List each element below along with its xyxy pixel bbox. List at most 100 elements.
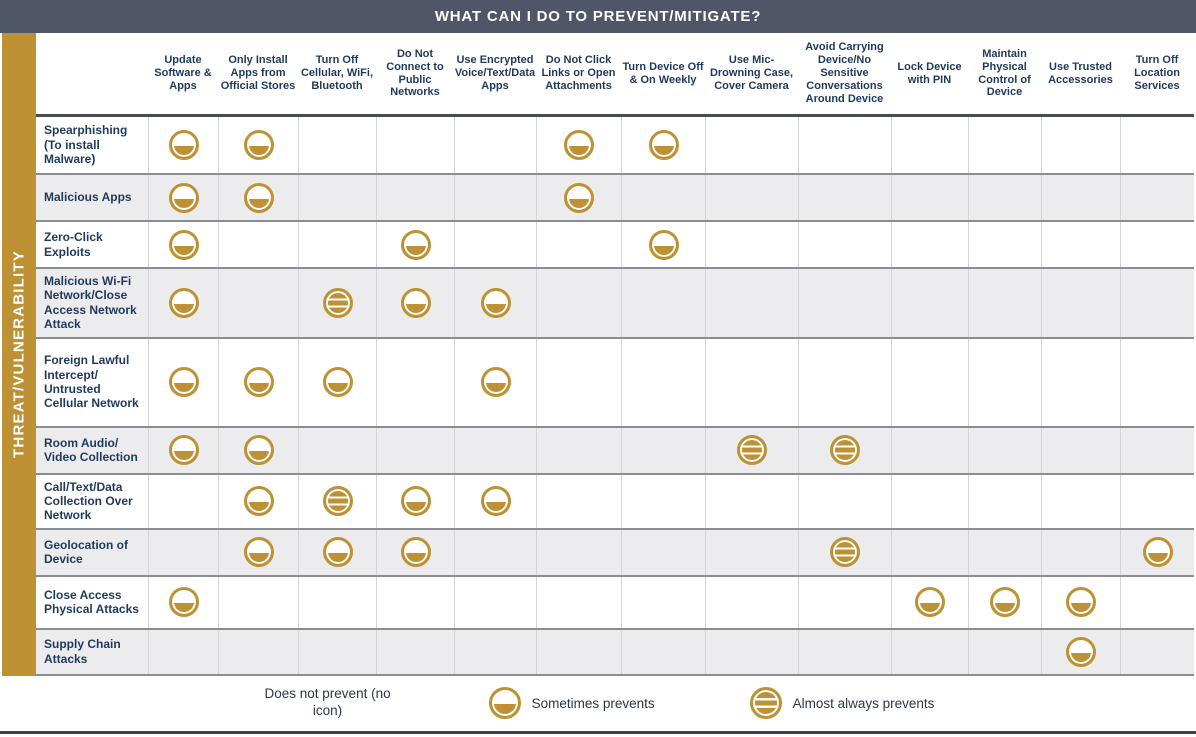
sometimes-prevents-icon [1142, 537, 1173, 568]
matrix-cell [148, 175, 218, 220]
matrix-cell [148, 117, 218, 173]
column-header: Only Install Apps from Official Stores [220, 54, 296, 92]
matrix-cell [298, 269, 376, 337]
sometimes-prevents-icon [168, 367, 199, 398]
matrix-cell [798, 338, 891, 426]
column-header: Lock Device with PIN [897, 60, 962, 86]
table-row: Supply Chain Attacks [36, 627, 1194, 674]
matrix-cell [798, 474, 891, 528]
sometimes-prevents-icon [168, 130, 199, 160]
matrix-cell [298, 629, 376, 674]
legend-item: Does not prevent (no icon) [262, 686, 394, 720]
matrix-cell [621, 117, 705, 173]
matrix-cell [536, 338, 621, 426]
matrix-cell [218, 222, 298, 267]
sometimes-prevents-icon [564, 182, 594, 213]
matrix-cell [968, 474, 1041, 528]
column-header: Turn Off Location Services [1134, 54, 1180, 92]
column-header: Avoid Carrying Device/No Sensitive Conve… [805, 41, 884, 105]
sometimes-prevents-icon [168, 229, 199, 260]
column-header: Update Software & Apps [154, 54, 212, 92]
matrix-cell [454, 269, 536, 337]
matrix-cell [968, 629, 1041, 674]
matrix-cell [621, 427, 705, 473]
matrix-cell [891, 269, 968, 337]
matrix-cell [298, 222, 376, 267]
sometimes-prevents-icon [243, 537, 274, 568]
matrix-cell [454, 474, 536, 528]
row-label: Call/Text/Data Collection Over Network [44, 479, 133, 523]
sometimes-prevents-icon [1066, 636, 1096, 667]
matrix-cell [891, 629, 968, 674]
almost-always-prevents-icon [830, 537, 860, 568]
row-label: Foreign Lawful Intercept/ Untrusted Cell… [44, 353, 139, 411]
matrix-cell [1041, 222, 1120, 267]
sometimes-prevents-icon [168, 587, 199, 618]
legend-label: Does not prevent (no icon) [264, 686, 391, 719]
matrix-cell [621, 576, 705, 628]
column-header: Do Not Click Links or Open Attachments [541, 54, 616, 92]
matrix-cell [891, 338, 968, 426]
matrix-cell [536, 269, 621, 337]
matrix-cell [891, 529, 968, 575]
column-header: Use Trusted Accessories [1048, 60, 1113, 86]
row-label: Spearphishing (To install Malware) [44, 123, 128, 167]
matrix-cell [218, 269, 298, 337]
matrix-cell [705, 529, 798, 575]
matrix-cell [298, 576, 376, 628]
matrix-cell [148, 427, 218, 473]
matrix-cell [1120, 474, 1194, 528]
matrix-cell [1041, 117, 1120, 173]
sometimes-prevents-icon [322, 367, 353, 398]
matrix-cell [891, 576, 968, 628]
matrix-cell [148, 269, 218, 337]
sometimes-prevents-icon [243, 486, 274, 517]
matrix-cell [705, 629, 798, 674]
table-row: Close Access Physical Attacks [36, 574, 1194, 628]
matrix-cell [298, 338, 376, 426]
matrix-cell [1041, 175, 1120, 220]
sometimes-prevents-icon [648, 229, 679, 260]
table-row: Spearphishing (To install Malware) [36, 117, 1194, 173]
sometimes-prevents-icon [488, 687, 521, 720]
sometimes-prevents-icon [480, 486, 511, 517]
matrix-cell [218, 474, 298, 528]
matrix-cell [536, 175, 621, 220]
matrix-cell [1120, 576, 1194, 628]
sometimes-prevents-icon [243, 435, 274, 466]
matrix-cell [968, 529, 1041, 575]
sidebar-vertical-label: THREAT/VULNERABILITY [10, 250, 28, 459]
matrix-cell [798, 222, 891, 267]
matrix-cell [218, 117, 298, 173]
matrix-cell [891, 474, 968, 528]
matrix-cell [621, 222, 705, 267]
matrix-cell [1120, 529, 1194, 575]
matrix-cell [218, 529, 298, 575]
almost-always-prevents-icon [737, 435, 767, 466]
matrix-cell [454, 576, 536, 628]
matrix-cell [968, 222, 1041, 267]
matrix-cell [454, 117, 536, 173]
matrix-cell [536, 117, 621, 173]
sometimes-prevents-icon [564, 130, 594, 160]
row-label: Malicious Apps [44, 190, 132, 205]
sometimes-prevents-icon [400, 229, 431, 260]
matrix-cell [148, 474, 218, 528]
matrix-cell [454, 629, 536, 674]
matrix-cell [705, 222, 798, 267]
matrix-cell [454, 175, 536, 220]
sometimes-prevents-icon [243, 367, 274, 398]
row-label: Room Audio/ Video Collection [44, 435, 138, 465]
matrix-cell [621, 474, 705, 528]
sometimes-prevents-icon [168, 287, 199, 318]
matrix-cell [621, 529, 705, 575]
matrix-cell [218, 427, 298, 473]
matrix-cell [1120, 175, 1194, 220]
table-row: Malicious Apps [36, 173, 1194, 220]
column-header: Use Encrypted Voice/Text/Data Apps [454, 54, 536, 92]
matrix-cell [1120, 269, 1194, 337]
legend-item: Sometimes prevents [488, 687, 655, 720]
threat-vulnerability-sidebar: THREAT/VULNERABILITY [2, 33, 36, 676]
matrix-cell [798, 175, 891, 220]
